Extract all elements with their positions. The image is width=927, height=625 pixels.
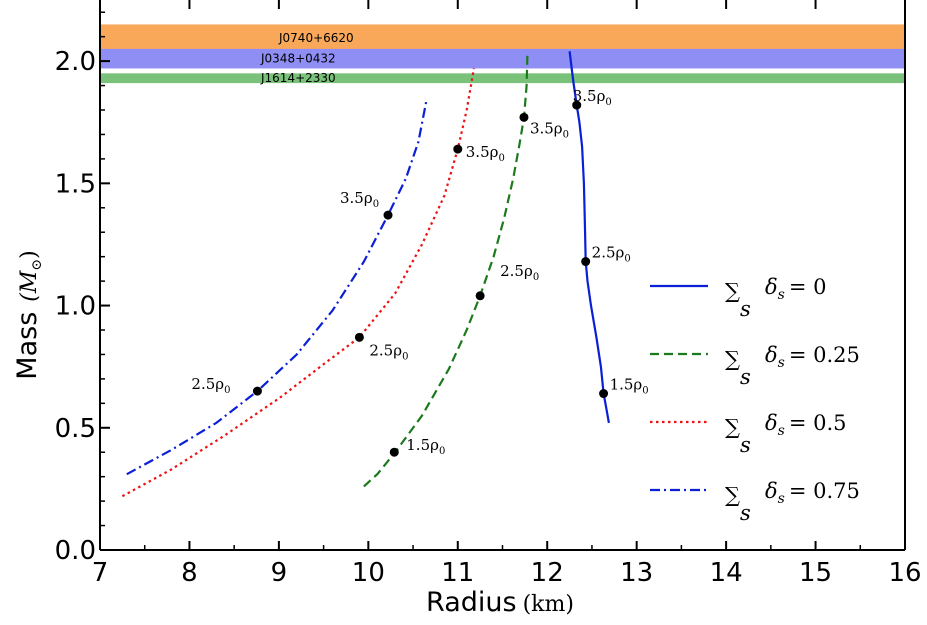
marker-label: 2.5ρ0 (500, 262, 539, 283)
legend-entry-delta-0-25: ∑s δs = 0.25 (650, 343, 860, 389)
marker-label: 3.5ρ0 (340, 189, 379, 210)
marker-point (599, 389, 609, 399)
series-markers: 1.5ρ0 2.5ρ0 3.5ρ0 1.5ρ0 2.5ρ0 3.5ρ0 2.5ρ0 3.5ρ0… (191, 87, 648, 457)
legend-sum-index: s (740, 365, 751, 389)
legend-label: δs = 0.5 (765, 411, 847, 439)
observation-bands: J0740+6620 J0348+0432 J1614+2330 (100, 24, 905, 85)
x-tick-label: 9 (271, 558, 288, 588)
marker-label: 1.5ρ0 (406, 436, 445, 457)
marker-label: 3.5ρ0 (530, 119, 569, 140)
marker-label: 1.5ρ0 (610, 376, 649, 397)
legend-sum-symbol: ∑ (725, 415, 740, 439)
legend-sum-index: s (740, 297, 751, 321)
marker-point (581, 257, 591, 267)
x-tick-label: 10 (352, 558, 385, 588)
marker-label: 2.5ρ0 (369, 341, 408, 362)
series-line-delta-0-75 (126, 99, 428, 476)
series-line-delta-0-5 (121, 68, 475, 498)
band-j0740-6620 (100, 24, 905, 52)
marker-point (519, 112, 529, 122)
y-axis-label: Mass(M⊙) (12, 250, 45, 379)
y-tick-label: 1.0 (55, 292, 96, 322)
band-label-j0740-6620: J0740+6620 (278, 31, 354, 45)
marker-point (572, 100, 582, 110)
legend-sum-symbol: ∑ (725, 483, 740, 507)
y-tick-label: 0.5 (55, 414, 96, 444)
marker-label: 2.5ρ0 (191, 375, 230, 396)
legend-entry-delta-0: ∑s δs = 0 (650, 275, 826, 321)
legend-sum-index: s (740, 433, 751, 457)
legend-entry-delta-0-5: ∑s δs = 0.5 (650, 411, 847, 457)
band-label-j1614-2330: J1614+2330 (260, 71, 336, 85)
x-tick-label: 15 (799, 558, 832, 588)
y-tick-label: 1.5 (55, 169, 96, 199)
legend: ∑sδs = 0∑sδs = 0.25∑sδs = 0.5∑sδs = 0.75 (650, 275, 860, 525)
x-tick-label: 11 (441, 558, 474, 588)
marker-label: 2.5ρ0 (592, 244, 631, 265)
legend-entry-delta-0-75: ∑s δs = 0.75 (650, 479, 860, 525)
y-tick-label: 0.0 (55, 536, 96, 566)
x-tick-label: 12 (531, 558, 564, 588)
legend-label: δs = 0 (765, 275, 826, 303)
marker-point (354, 332, 364, 342)
band-j1614-2330 (100, 73, 905, 84)
x-axis-label: Radius (km) (426, 587, 574, 618)
legend-sum-symbol: ∑ (725, 279, 740, 303)
x-tick-label: 8 (181, 558, 198, 588)
marker-point (383, 210, 393, 220)
marker-label: 3.5ρ0 (573, 87, 612, 108)
plot-axes: 7 8 9 10 11 12 13 14 15 16 0.0 0.5 1.0 1.5 2.0 (55, 0, 922, 588)
x-tick-label: 7 (92, 558, 109, 588)
legend-sum-symbol: ∑ (725, 347, 740, 371)
x-tick-label: 14 (710, 558, 743, 588)
legend-label: δs = 0.75 (765, 479, 860, 507)
marker-point (252, 386, 262, 396)
marker-point (453, 144, 463, 154)
y-tick-label: 2.0 (55, 47, 96, 77)
band-label-j0348-0432: J0348+0432 (260, 52, 336, 66)
x-tick-label: 16 (888, 558, 921, 588)
legend-label: δs = 0.25 (765, 343, 860, 371)
series-line-delta-0-25 (363, 51, 529, 488)
x-tick-label: 13 (620, 558, 653, 588)
marker-point (475, 291, 485, 301)
legend-sum-index: s (740, 501, 751, 525)
marker-label: 3.5ρ0 (466, 143, 505, 164)
band-j0348-0432 (100, 48, 905, 69)
marker-point (389, 447, 399, 457)
